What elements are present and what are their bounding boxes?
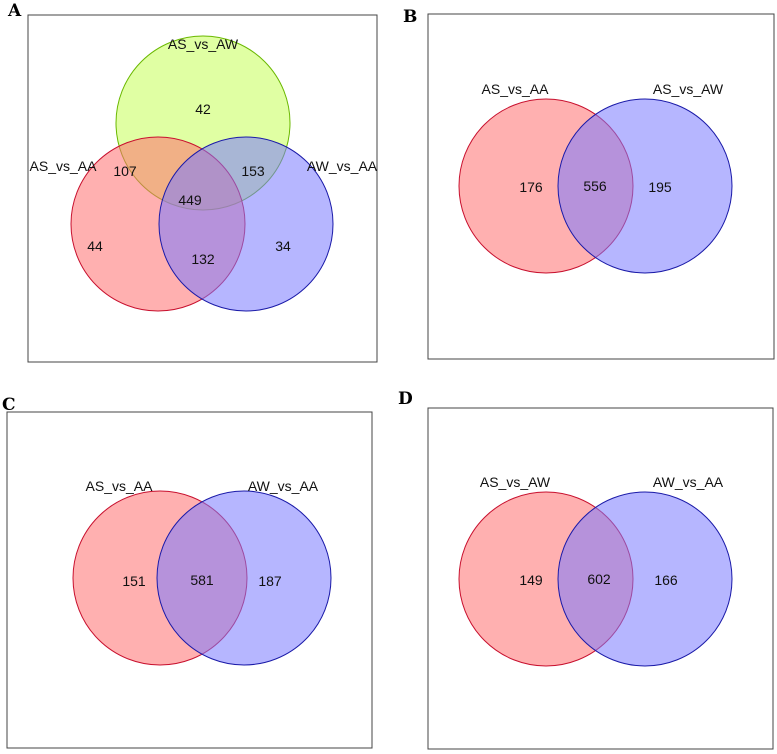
panel-a-set-top-label: AS_vs_AW [168,36,239,52]
panel-b-set-right-circle [557,98,733,274]
panel-a-count-left-only: 44 [87,238,103,254]
panel-c-set-right-circle [156,490,332,666]
panel-a-count-right-only: 34 [275,238,291,254]
panel-b-frame [427,13,775,360]
panel-d-count-overlap: 602 [587,571,611,587]
panel-b-set-left-label: AS_vs_AA [482,81,550,97]
panel-c-frame [6,411,373,749]
panel-c-count-right-only: 187 [258,573,282,589]
panel-b-set-right-label: AS_vs_AW [653,81,724,97]
panel-d-set-right-label: AW_vs_AA [653,474,724,490]
panel-b-count-right-only: 195 [648,179,672,195]
panel-b-count-left-only: 176 [519,179,543,195]
panel-c-count-left-only: 151 [122,573,146,589]
panel-b-count-overlap: 556 [583,178,607,194]
panel-a-frame [27,14,378,363]
panel-d-count-left-only: 149 [519,572,543,588]
panel-d-set-left-label: AS_vs_AW [480,474,551,490]
panel-a-count-right-top: 153 [241,163,265,179]
panel-a-count-left-top: 107 [113,163,137,179]
panel-b: B AS_vs_AA AS_vs_AW 176 556 195 [403,7,775,360]
panel-a-set-right-circle [158,136,334,312]
panel-b-letter: B [403,7,417,27]
panel-c-set-left-label: AS_vs_AA [86,478,154,494]
panel-c-set-right-label: AW_vs_AA [248,478,319,494]
panel-c-letter: C [2,395,16,415]
panel-d-set-right-circle [557,491,733,667]
panel-a-set-right-label: AW_vs_AA [307,158,378,174]
panel-a-letter: A [7,1,22,21]
panel-d: D AS_vs_AW AW_vs_AA 149 602 166 [398,389,774,750]
panel-a: A AS_vs_AW AS_vs_AA AW_vs_AA 42 107 153 … [7,1,378,363]
panel-a-count-left-right: 132 [191,251,215,267]
panel-a-count-top-only: 42 [195,101,211,117]
panel-d-letter: D [398,389,413,409]
panel-d-frame [427,407,774,750]
panel-c: C AS_vs_AA AW_vs_AA 151 581 187 [2,395,373,749]
panel-a-set-left-label: AS_vs_AA [30,158,98,174]
panel-a-count-center: 449 [178,192,202,208]
panel-c-count-overlap: 581 [190,572,214,588]
panel-d-count-right-only: 166 [654,572,678,588]
